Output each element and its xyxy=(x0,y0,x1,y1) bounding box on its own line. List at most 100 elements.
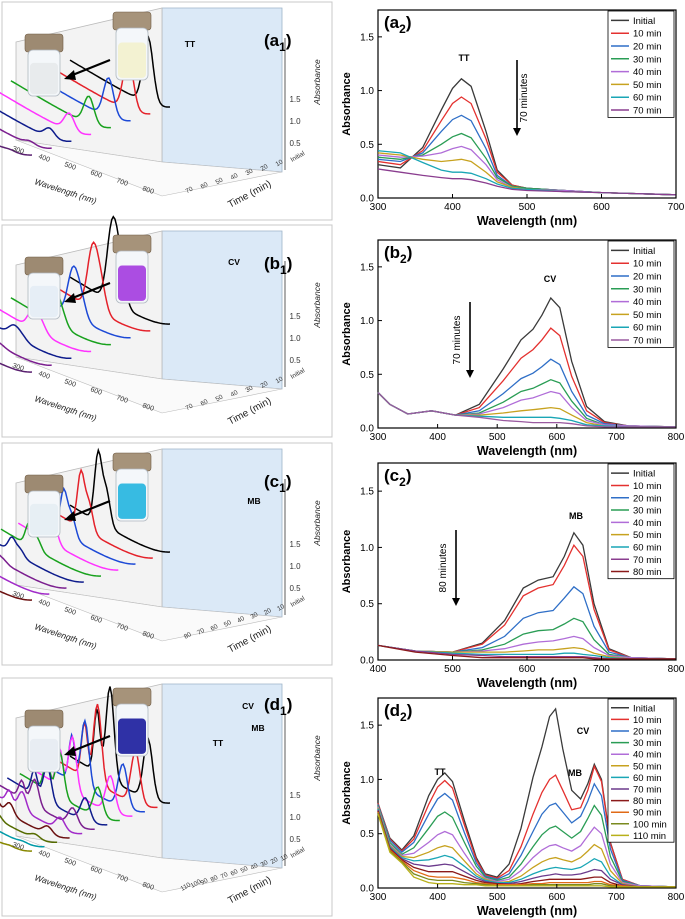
vial-cap xyxy=(112,11,152,31)
waterfall-trace xyxy=(0,324,72,360)
y-tick-label: 1.5 xyxy=(360,262,374,273)
legend-entry: 40 min xyxy=(633,67,662,78)
panel-d1-label-main: (d xyxy=(264,695,280,714)
z-tick-label: 1.5 xyxy=(289,540,301,549)
vial-cap xyxy=(112,234,152,254)
waterfall-trace xyxy=(0,830,45,848)
waterfall-trace xyxy=(0,342,52,366)
x-tick-label: 600 xyxy=(548,432,565,443)
trend-annotation: 70 minutes xyxy=(452,316,463,365)
panel-d1-label-close: ) xyxy=(287,695,293,714)
y-tick-label-3d: 70 xyxy=(196,627,206,637)
legend-entry: 60 min xyxy=(633,542,662,553)
legend-entry: 60 min xyxy=(633,93,662,104)
panel-c1-label-main: (c xyxy=(264,472,279,491)
x-tick-label-3d: 400 xyxy=(37,153,50,164)
waterfall-trace xyxy=(52,467,153,559)
waterfall-trace xyxy=(0,554,67,589)
waterfall-trace xyxy=(0,536,84,583)
panel-3d-a1: 0.51.01.5 Absorbance300400500600700800Wav… xyxy=(0,1,333,221)
vial-solution xyxy=(118,265,146,301)
x-tick-label: 300 xyxy=(370,202,387,213)
series-line-60-min xyxy=(377,808,676,888)
x-tick-label: 700 xyxy=(668,202,685,213)
panel-3d-d1: 0.51.01.5Absorbance300400500600700800Wav… xyxy=(0,677,333,917)
peak-annotation: MB xyxy=(568,768,582,778)
legend-box xyxy=(607,698,675,843)
series-line-50-min xyxy=(377,807,676,888)
transition-arrow-head xyxy=(64,511,76,521)
y-tick-label-3d: 40 xyxy=(236,615,246,625)
x-tick-label-3d: 800 xyxy=(141,881,154,892)
legend-entry: 40 min xyxy=(633,297,662,308)
panel-b2-label-close: ) xyxy=(407,243,413,262)
panel-d1-label: (d1) xyxy=(264,695,292,718)
x-tick-label-3d: 300 xyxy=(11,362,24,373)
y-tick-label: 1.0 xyxy=(360,316,374,327)
legend-entry: 70 min xyxy=(633,555,662,566)
y-axis-label: Absorbance xyxy=(341,530,353,594)
y-tick-label-3d: 50 xyxy=(223,619,233,629)
x-axis-label: Wavelength (nm) xyxy=(477,676,577,690)
z-tick-label: 1.5 xyxy=(289,791,301,800)
chart-d2: 300 400 500 600 700 800 0.0 0.5 1.0 1.5 Wavelength… xyxy=(341,697,685,918)
y-axis-label: Absorbance xyxy=(341,302,353,366)
panel-a2-label-close: ) xyxy=(406,13,412,32)
y-tick-label-3d: 30 xyxy=(260,859,270,869)
panel-b1-label-close: ) xyxy=(287,254,293,273)
chart-a2: 300 400 500 600 700 0.0 0.5 1.0 1.5 Wavelength (n… xyxy=(341,9,685,228)
legend-entry: 20 min xyxy=(633,272,662,283)
series-line-60-min xyxy=(377,644,676,660)
peak-annotation: TT xyxy=(459,53,470,63)
y-tick-label-3d: 50 xyxy=(215,393,225,403)
legend-entry: 30 min xyxy=(633,738,662,749)
series-line-90-min xyxy=(377,811,676,888)
y-tick-label: 0.5 xyxy=(360,599,374,610)
y-tick-label-3d: 20 xyxy=(263,607,273,617)
x-axis-label: Wavelength (nm) xyxy=(477,904,577,918)
legend-entry: 70 min xyxy=(633,106,662,117)
x-tick-label: 300 xyxy=(370,892,387,903)
x-tick-label-3d: 400 xyxy=(37,370,50,381)
series-line-10-min xyxy=(377,543,677,660)
panel-3d-b1: 0.51.01.5 Absorbance300400500600700800Wav… xyxy=(0,215,333,438)
trend-arrow-head xyxy=(452,598,460,606)
y-tick-label: 0.0 xyxy=(360,656,374,667)
legend-entry: 50 min xyxy=(633,310,662,321)
legend-entry: 40 min xyxy=(633,750,662,761)
panel-c2-label-close: ) xyxy=(406,466,412,485)
panel-a1-label-main: (a xyxy=(264,31,280,50)
y-tick-label: 1.5 xyxy=(360,721,374,732)
z-axis-label: Absorbance xyxy=(312,59,322,106)
peak-annotation: CV xyxy=(544,274,557,284)
x-tick-label: 400 xyxy=(370,664,387,675)
x-tick-label-3d: 300 xyxy=(11,145,24,156)
waterfall-trace xyxy=(0,110,72,143)
waterfall-trace xyxy=(69,447,171,553)
z-tick-label: 1.5 xyxy=(289,95,301,104)
y-tick-label-3d: 20 xyxy=(270,856,280,866)
vial-solution xyxy=(30,503,58,536)
legend-entry: 10 min xyxy=(633,481,662,492)
x-tick-label-3d: 600 xyxy=(89,386,102,397)
panel-d1-label-sub: 1 xyxy=(280,704,287,718)
transition-arrow-head xyxy=(64,746,76,756)
x-axis-label: Wavelength (nm) xyxy=(477,444,577,458)
vial-cap xyxy=(24,256,64,276)
y-tick-label-3d: 110 xyxy=(180,881,193,892)
series-line-20-min xyxy=(377,585,677,660)
trend-annotation: 70 minutes xyxy=(519,74,530,123)
legend-entry: 80 min xyxy=(633,796,662,807)
x-tick-label-3d: 700 xyxy=(115,177,128,188)
x-tick-label-3d: 400 xyxy=(37,849,50,860)
y-tick-label: 1.0 xyxy=(360,543,374,554)
transition-arrow xyxy=(69,58,111,78)
peak-label-3d: TT xyxy=(213,738,224,748)
vial-cap xyxy=(112,452,152,472)
x-tick-label-3d: 600 xyxy=(89,169,102,180)
waterfall-trace xyxy=(10,287,111,346)
panel-b2-label-sub: 2 xyxy=(400,252,407,266)
series-line-30-min xyxy=(377,804,677,888)
x-tick-label-3d: 500 xyxy=(63,161,76,172)
z-tick-label: 0.5 xyxy=(289,584,301,593)
